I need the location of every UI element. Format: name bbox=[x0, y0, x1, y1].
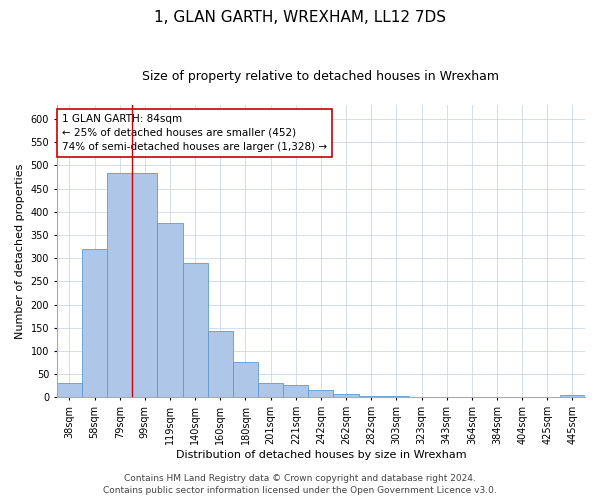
Bar bbox=[107, 173, 132, 398]
Y-axis label: Number of detached properties: Number of detached properties bbox=[15, 164, 25, 339]
Bar bbox=[359, 396, 384, 398]
Bar bbox=[208, 331, 233, 398]
Bar bbox=[384, 396, 409, 398]
Bar bbox=[409, 396, 434, 398]
Bar bbox=[560, 395, 585, 398]
Text: 1, GLAN GARTH, WREXHAM, LL12 7DS: 1, GLAN GARTH, WREXHAM, LL12 7DS bbox=[154, 10, 446, 25]
Bar bbox=[308, 390, 334, 398]
Bar bbox=[233, 362, 258, 398]
Bar bbox=[283, 385, 308, 398]
Text: Contains HM Land Registry data © Crown copyright and database right 2024.
Contai: Contains HM Land Registry data © Crown c… bbox=[103, 474, 497, 495]
Bar bbox=[157, 224, 182, 398]
Bar bbox=[334, 394, 359, 398]
Title: Size of property relative to detached houses in Wrexham: Size of property relative to detached ho… bbox=[142, 70, 499, 83]
Text: 1 GLAN GARTH: 84sqm
← 25% of detached houses are smaller (452)
74% of semi-detac: 1 GLAN GARTH: 84sqm ← 25% of detached ho… bbox=[62, 114, 327, 152]
Bar bbox=[258, 382, 283, 398]
Bar bbox=[182, 263, 208, 398]
X-axis label: Distribution of detached houses by size in Wrexham: Distribution of detached houses by size … bbox=[176, 450, 466, 460]
Bar bbox=[132, 173, 157, 398]
Bar bbox=[57, 382, 82, 398]
Bar bbox=[82, 249, 107, 398]
